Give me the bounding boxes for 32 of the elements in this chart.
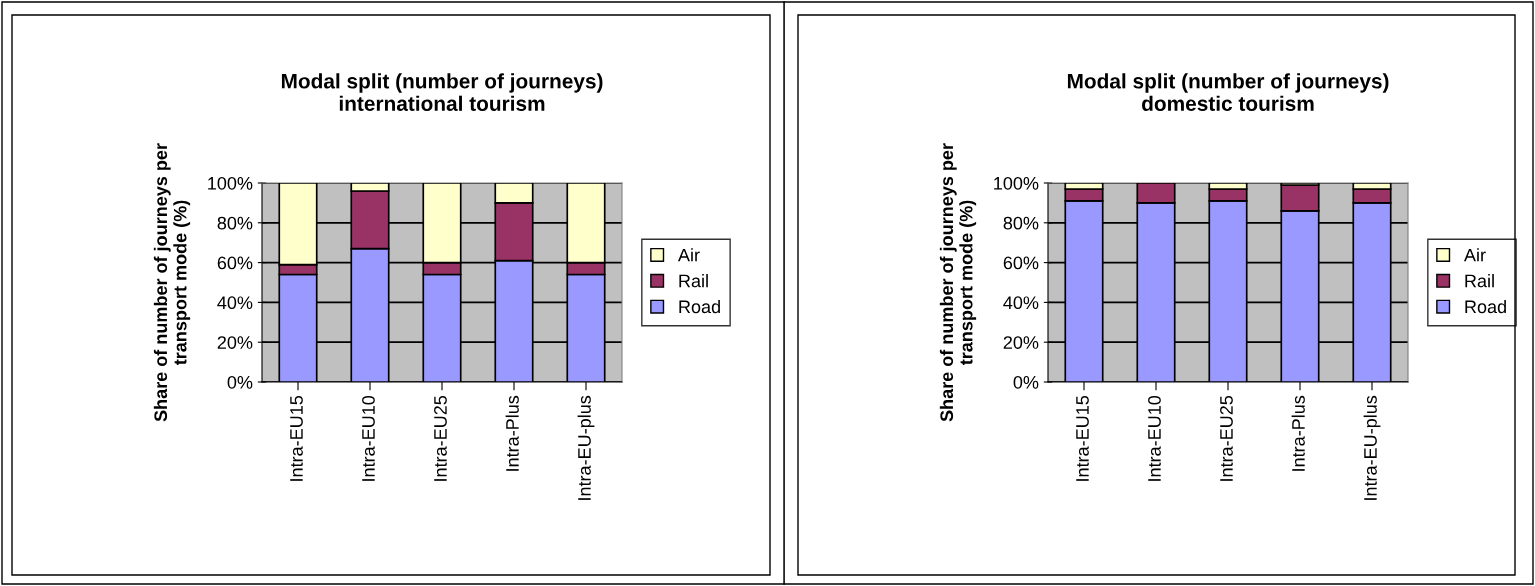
x-tick-label: Intra-EU25 [1220,395,1233,481]
y-tick-label: 80% [1003,216,1039,230]
x-tick-label: Intra-EU15 [1076,395,1089,481]
y-tick-label: 80% [217,216,253,230]
y-tick-label: 40% [217,296,253,310]
x-tick-label: Intra-EU10 [362,395,375,481]
x-tick-label: Intra-EU15 [290,395,303,481]
y-axis-title: Share of number of journeys per transport mode (%) [153,143,191,422]
legend-label: Air [1463,248,1486,262]
y-axis-title: Share of number of journeys per transport mode (%) [939,143,977,422]
x-tick-label: Intra-EU10 [1148,395,1161,481]
legend-label: Air [677,248,700,262]
x-tick-label: Intra-EU-plus [577,395,595,500]
y-tick-label: 20% [1003,336,1039,349]
legend-label: Road [1465,299,1506,314]
y-tick-label: 0% [1013,375,1039,389]
x-tick-label: Intra-EU25 [434,395,447,481]
x-tick-label: Intra-Plus [1291,395,1305,471]
legend-label: Rail [679,274,708,288]
y-tick-label: 60% [1003,256,1039,270]
y-tick-label: 60% [217,256,253,270]
x-tick-label: Intra-Plus [505,395,519,471]
y-tick-label: 20% [217,336,253,349]
y-tick-label: 100% [208,176,253,190]
y-tick-label: 100% [994,176,1039,190]
y-tick-label: 0% [227,375,253,389]
legend-label: Rail [1465,274,1494,288]
chart-title: Modal split (number of journeys) international tourism [281,73,603,111]
legend-label: Road [679,299,720,314]
x-tick-label: Intra-EU-plus [1363,395,1381,500]
y-tick-label: 40% [1003,296,1039,310]
chart-title: Modal split (number of journeys) domestic tourism [1067,73,1389,111]
